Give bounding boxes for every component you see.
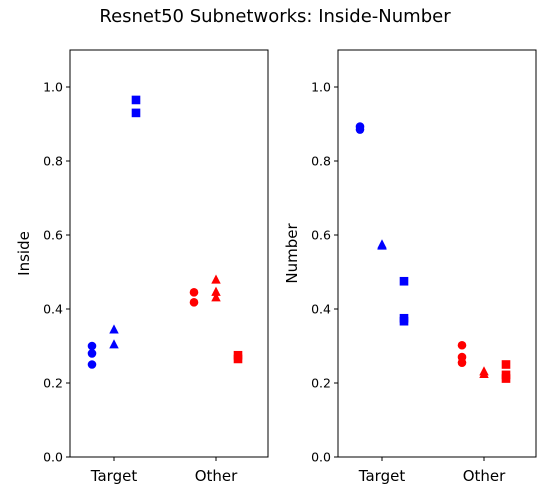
panel-1-other-triangle-point	[211, 274, 221, 284]
panel-2-target-circle-point	[355, 125, 365, 134]
panel-1-xtick-label: Other	[195, 467, 238, 485]
panel-1-axes-frame	[69, 49, 269, 458]
panel-1-xtick-label: Target	[90, 467, 138, 485]
panel-1-target-square-point	[131, 108, 141, 118]
panel-2-other-square-point	[501, 360, 511, 369]
panel-1-ytick-label: 0.0	[43, 450, 63, 465]
panel-2-other-circle-point	[457, 358, 467, 367]
panel-1-ytick-label: 0.4	[43, 302, 63, 317]
panel-1-ytick-label: 1.0	[43, 80, 63, 95]
panel-1-target-circle-point	[87, 341, 97, 351]
panel-2-other-circle-point	[457, 340, 467, 350]
panel-1-other-square-point	[233, 354, 243, 364]
panel-1-ytick-label: 0.8	[43, 154, 63, 169]
panel-1-ytick-label: 0.2	[43, 376, 63, 391]
panel-2-axes-frame	[337, 49, 537, 458]
panel-2-ylabel: Number	[283, 223, 301, 284]
panel-1-other-circle-point	[189, 288, 199, 297]
panel-2-other-square-point	[501, 374, 511, 383]
panel-1-other-triangle-point	[211, 292, 221, 302]
panel-2-ytick-label: 0.6	[311, 228, 331, 243]
panel-1-target-triangle-point	[109, 324, 119, 334]
panel-1-other-circle-point	[189, 298, 199, 307]
panel-2-ytick-label: 0.8	[311, 154, 331, 169]
panel-1-target-triangle-point	[109, 339, 119, 349]
panel-2-target-triangle-point	[377, 240, 387, 250]
panel-2-ytick-label: 0.2	[311, 376, 331, 391]
panel-1-other-triangle-point	[211, 286, 221, 296]
panel-2-ytick-label: 1.0	[311, 80, 331, 95]
panel-2-xtick-label: Target	[358, 467, 406, 485]
panel-2-other-triangle-point	[479, 368, 489, 378]
chart-title: Resnet50 Subnetworks: Inside-Number	[99, 6, 451, 27]
panel-2-ytick-label: 0.0	[311, 450, 331, 465]
panel-2-target-square-point	[399, 276, 409, 286]
panel-2-ytick-label: 0.4	[311, 302, 331, 317]
panel-1-target-circle-point	[87, 349, 97, 358]
panel-1-ylabel: Inside	[15, 231, 33, 276]
panel-1-target-square-point	[131, 95, 141, 105]
panel-1-target-circle-point	[87, 360, 97, 369]
panel-1-ytick-label: 0.6	[43, 228, 63, 243]
panel-2-target-square-point	[399, 316, 409, 326]
panel-2-xtick-label: Other	[463, 467, 506, 485]
